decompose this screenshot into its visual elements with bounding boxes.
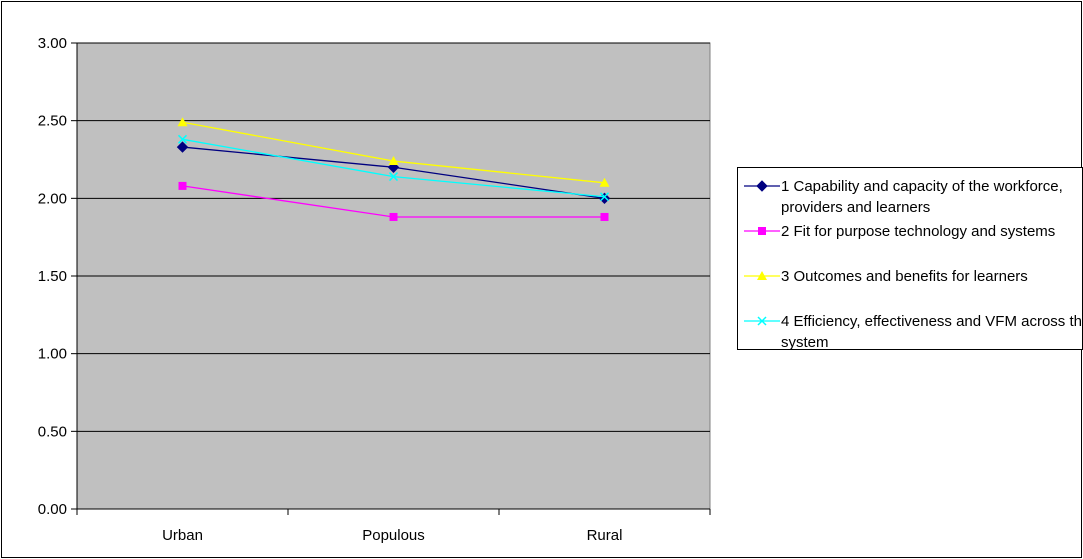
series-3-point	[599, 177, 610, 187]
legend-swatch	[744, 227, 780, 235]
y-tick-label: 1.50	[38, 268, 67, 285]
series-4-point	[599, 192, 610, 202]
legend-item-2: 2 Fit for purpose technology and systems	[738, 221, 1083, 261]
series-2-point	[389, 212, 398, 221]
series-2-point	[178, 181, 187, 190]
legend-label: 1 Capability and capacity of the workfor…	[781, 178, 1063, 216]
legend-label: 2 Fit for purpose technology and systems	[781, 223, 1056, 240]
series-3-point	[177, 117, 188, 127]
legend: 1 Capability and capacity of the workfor…	[737, 167, 1083, 351]
legend-item-3: 3 Outcomes and benefits for learners	[738, 266, 1083, 306]
legend-item-1: 1 Capability and capacity of the workfor…	[738, 176, 1083, 216]
x-tick-label: Rural	[587, 527, 623, 544]
x-tick-label: Urban	[162, 527, 203, 544]
y-tick-label: 0.00	[38, 501, 67, 518]
y-tick-label: 1.00	[38, 346, 67, 363]
legend-swatch	[744, 180, 780, 192]
y-tick-label: 3.00	[38, 35, 67, 52]
legend-item-4: 4 Efficiency, effectiveness and VFM acro…	[738, 311, 1083, 351]
legend-marker	[757, 316, 767, 326]
legend-swatch	[744, 271, 780, 280]
legend-swatch	[744, 316, 780, 326]
x-tick-label: Populous	[362, 527, 425, 544]
series-4-point	[388, 172, 399, 182]
y-tick-label: 2.00	[38, 190, 67, 207]
legend-label: 4 Efficiency, effectiveness and VFM acro…	[781, 313, 1083, 351]
legend-marker	[756, 180, 768, 192]
legend-marker	[758, 227, 766, 235]
series-3-point	[388, 156, 399, 166]
y-tick-label: 0.50	[38, 423, 67, 440]
series-1-point	[176, 141, 189, 153]
series-2-point	[600, 212, 609, 221]
y-tick-label: 2.50	[38, 113, 67, 130]
series-4-point	[177, 134, 188, 144]
legend-marker	[757, 271, 767, 280]
legend-label: 3 Outcomes and benefits for learners	[781, 268, 1028, 285]
